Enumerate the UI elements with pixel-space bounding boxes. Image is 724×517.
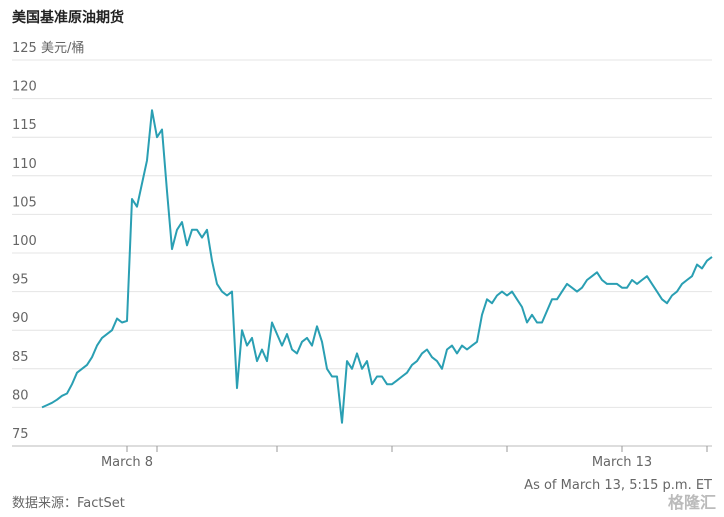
y-tick-label: 75 <box>12 427 29 442</box>
y-tick-label: 120 <box>12 80 37 95</box>
y-tick-label: 95 <box>12 273 29 288</box>
note: As of March 13, 5:15 p.m. ET <box>524 478 712 493</box>
source: 数据来源：FactSet <box>12 496 125 511</box>
y-tick-label: 90 <box>12 311 29 326</box>
y-tick-label: 115 <box>12 118 37 133</box>
price-line <box>41 109 713 424</box>
x-tick-label: March 8 <box>101 455 153 470</box>
y-tick-label: 105 <box>12 195 37 210</box>
y-tick-label: 85 <box>12 350 29 365</box>
y-tick-label: 100 <box>12 234 37 249</box>
chart-title: 美国基准原油期货 <box>12 9 124 26</box>
y-tick-label: 110 <box>12 157 37 172</box>
watermark: 格隆汇 <box>668 493 716 512</box>
y-tick-label: 125 美元/桶 <box>12 41 84 56</box>
y-tick-label: 80 <box>12 388 29 403</box>
x-tick-label: March 13 <box>592 455 652 470</box>
